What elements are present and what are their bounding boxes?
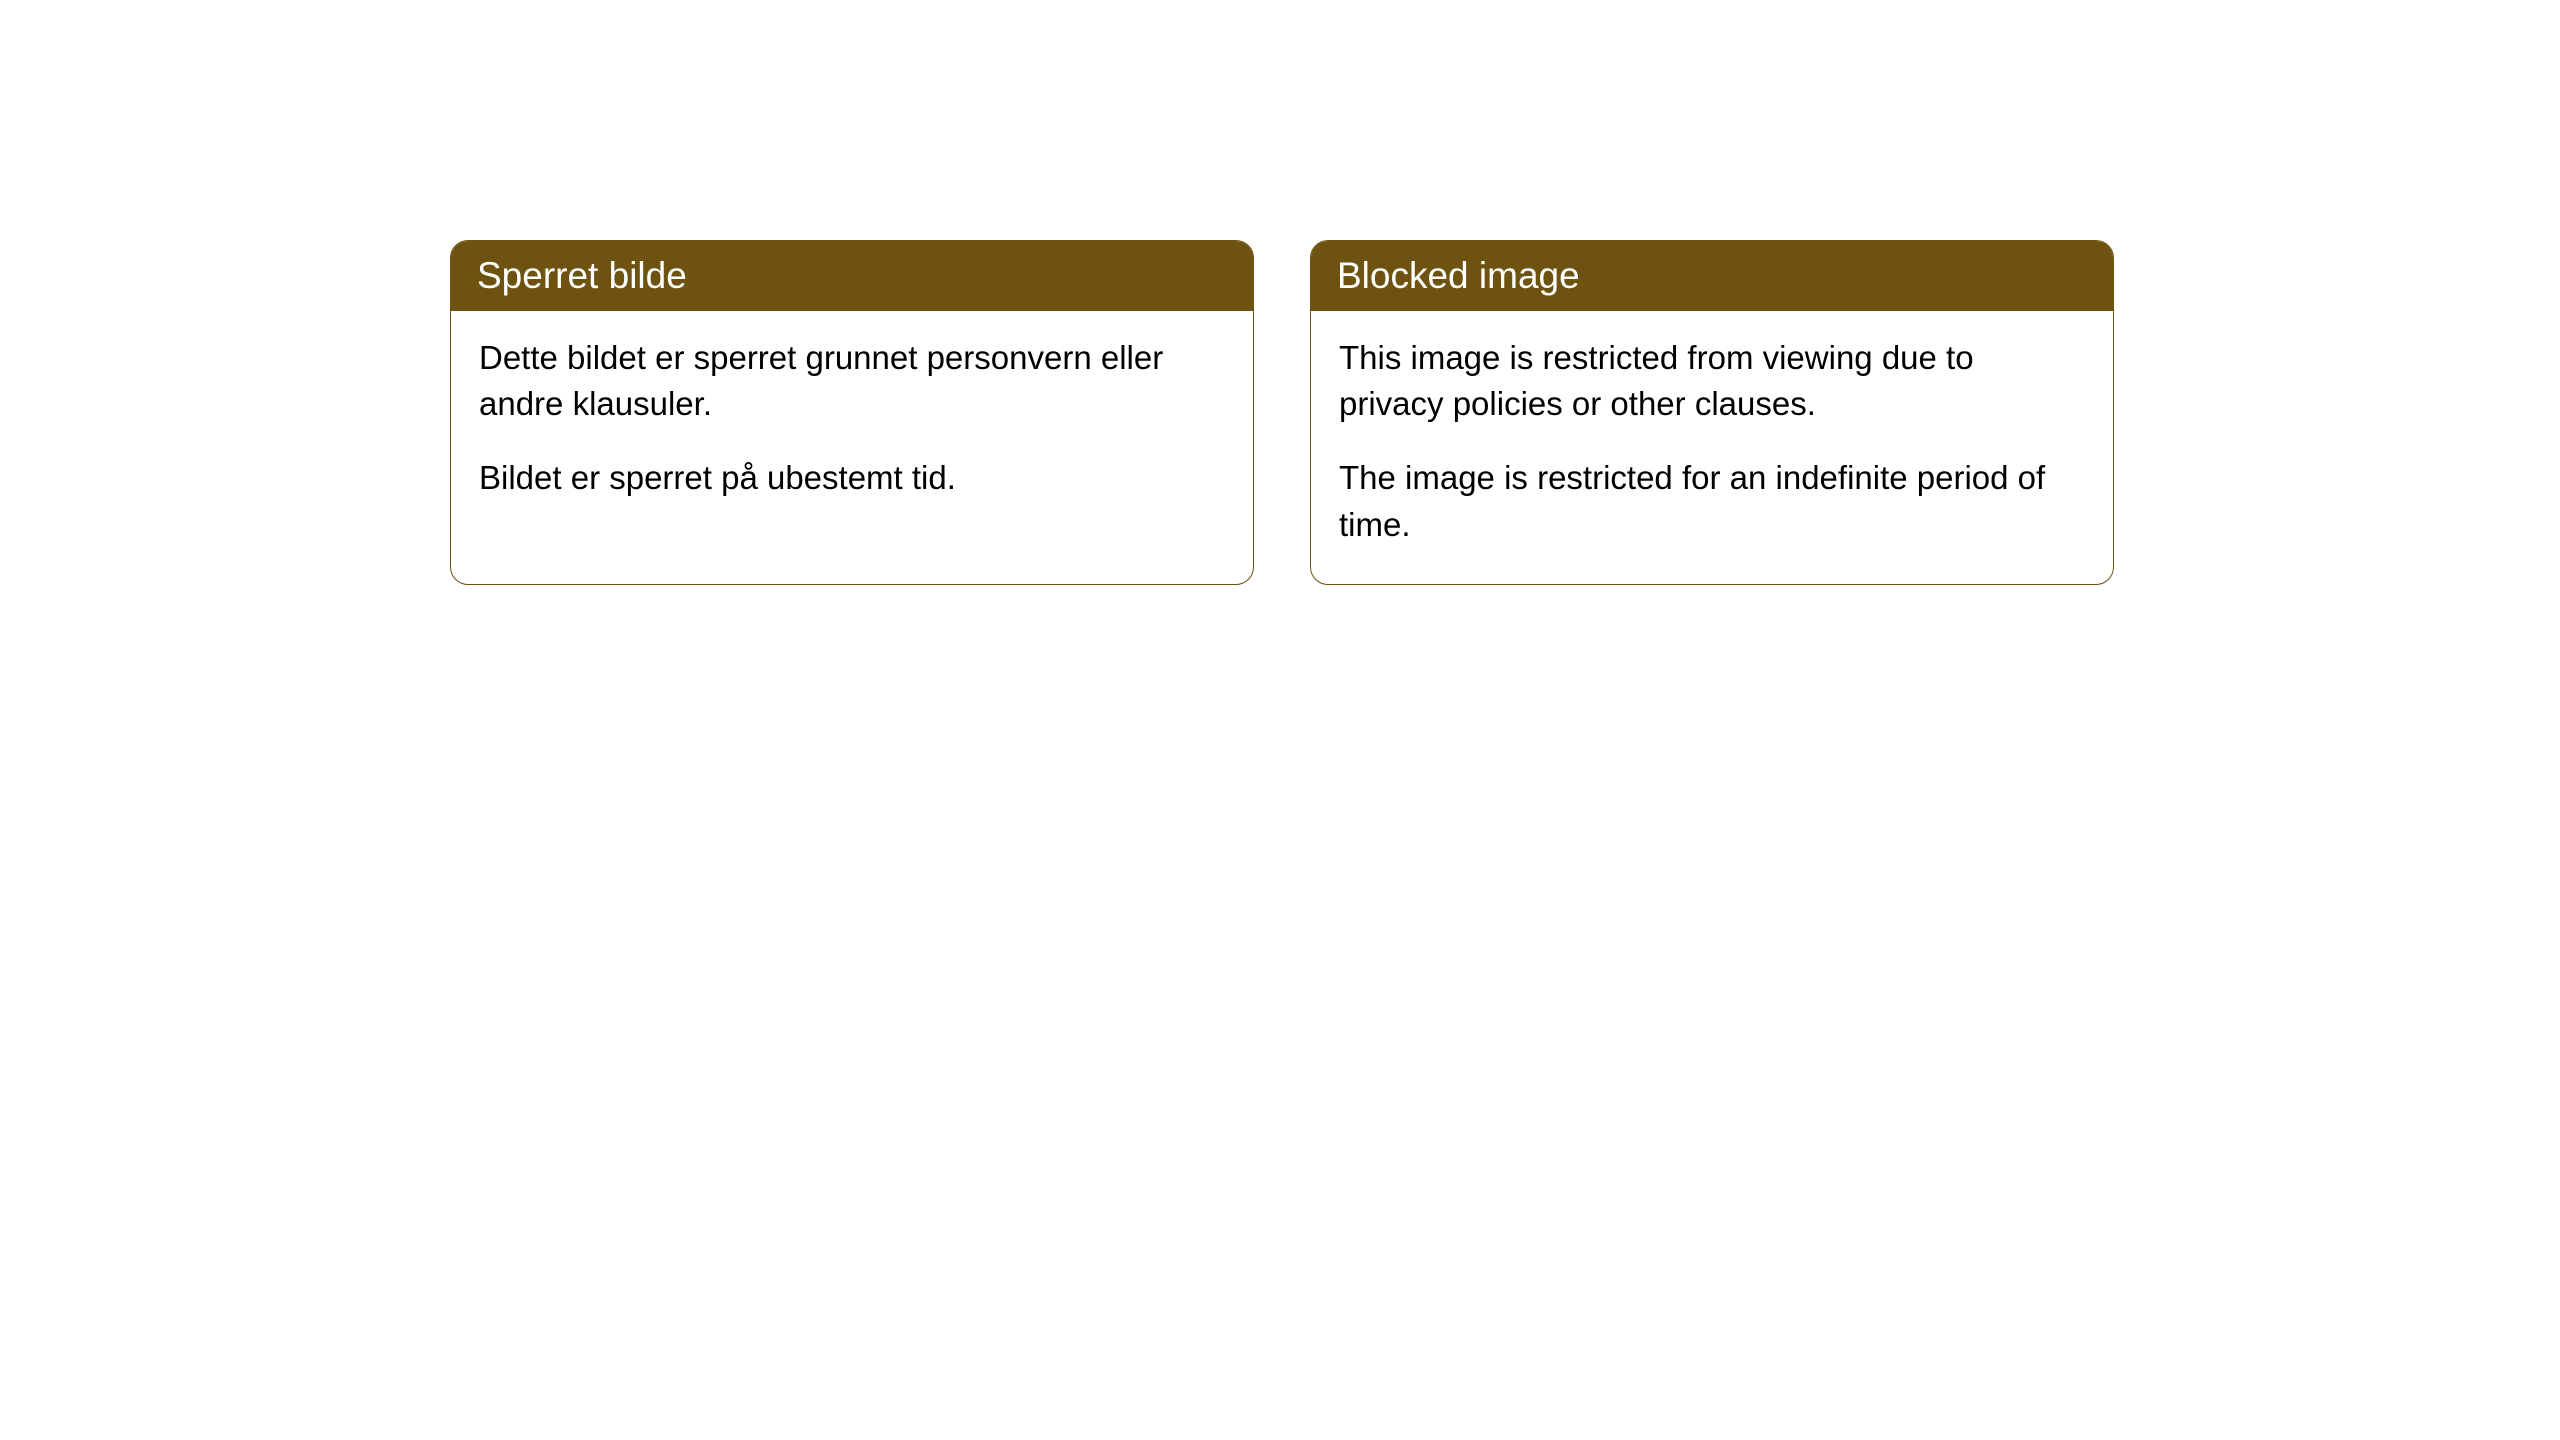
card-header: Sperret bilde [451,241,1253,311]
blocked-image-card-en: Blocked image This image is restricted f… [1310,240,2114,585]
card-header: Blocked image [1311,241,2113,311]
card-title: Blocked image [1337,255,1580,296]
card-paragraph: Bildet er sperret på ubestemt tid. [479,455,1225,501]
card-paragraph: Dette bildet er sperret grunnet personve… [479,335,1225,427]
blocked-image-card-no: Sperret bilde Dette bildet er sperret gr… [450,240,1254,585]
card-body: Dette bildet er sperret grunnet personve… [451,311,1253,538]
card-paragraph: The image is restricted for an indefinit… [1339,455,2085,547]
card-paragraph: This image is restricted from viewing du… [1339,335,2085,427]
card-title: Sperret bilde [477,255,687,296]
notice-cards-container: Sperret bilde Dette bildet er sperret gr… [450,240,2114,585]
card-body: This image is restricted from viewing du… [1311,311,2113,584]
